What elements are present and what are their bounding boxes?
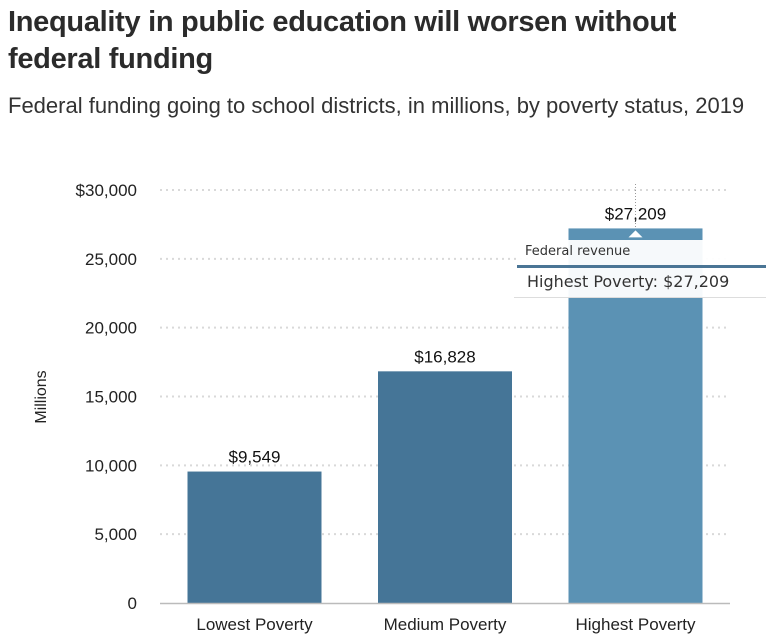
- x-tick-label: Medium Poverty: [384, 615, 507, 634]
- bar-lowest-poverty[interactable]: [187, 471, 322, 603]
- data-label: $9,549: [229, 448, 281, 467]
- tooltip-value: Highest Poverty: $27,209: [527, 272, 730, 291]
- y-tick-label: 0: [128, 594, 137, 613]
- tooltip-series-name: Federal revenue: [525, 244, 631, 259]
- data-labels: $9,549 $16,828 $27,209: [229, 204, 667, 466]
- chart-subtitle: Federal funding going to school district…: [8, 93, 745, 118]
- data-label: $27,209: [605, 204, 666, 223]
- x-axis-labels: Lowest Poverty Medium Poverty Highest Pove…: [196, 615, 696, 634]
- tooltip-bottom-border: [514, 297, 766, 298]
- y-axis-title: Millions: [33, 370, 50, 423]
- tooltip-divider: [517, 265, 766, 268]
- y-tick-label: 5,000: [94, 525, 137, 544]
- x-tick-label: Lowest Poverty: [196, 615, 313, 634]
- y-tick-label: 15,000: [85, 388, 137, 407]
- y-tick-label: 10,000: [85, 456, 137, 475]
- x-tick-label: Highest Poverty: [576, 615, 696, 634]
- y-axis-ticks: 0 5,000 10,000 15,000 20,000 25,000 $30,000: [76, 181, 137, 613]
- y-tick-label: 25,000: [85, 250, 137, 269]
- tooltip-pointer: [628, 230, 643, 238]
- y-tick-label: 20,000: [85, 319, 137, 338]
- y-tick-label: $30,000: [76, 181, 137, 200]
- chart-title: Inequality in public education will wors…: [8, 6, 677, 75]
- data-label: $16,828: [414, 347, 475, 366]
- bar-medium-poverty[interactable]: [378, 371, 512, 603]
- tooltip: Federal revenue Highest Poverty: $27,209: [514, 240, 766, 298]
